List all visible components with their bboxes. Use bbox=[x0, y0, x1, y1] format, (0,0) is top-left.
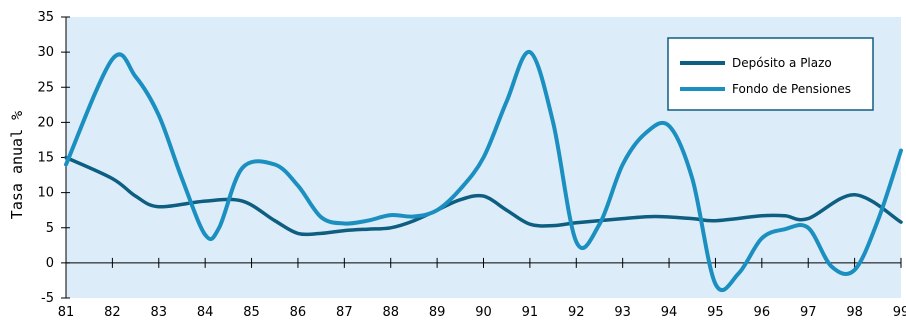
x-tick-label: 81 bbox=[58, 305, 75, 320]
y-tick-label: 25 bbox=[37, 80, 54, 95]
x-tick-label: 89 bbox=[429, 305, 446, 320]
x-tick-label: 99 bbox=[893, 305, 906, 320]
axes: 35 30 25 20 15 10 5 0 -5 81 82 83 84 85 86 87 88 89 90 91 92… bbox=[37, 10, 906, 320]
legend-label-fondo: Fondo de Pensiones bbox=[732, 82, 851, 96]
x-tick-label: 85 bbox=[243, 305, 260, 320]
x-tick-label: 87 bbox=[336, 305, 353, 320]
x-tick-label: 98 bbox=[846, 305, 863, 320]
legend: Depósito a Plazo Fondo de Pensiones bbox=[667, 37, 874, 111]
x-tick-label: 95 bbox=[707, 305, 724, 320]
x-tick-label: 90 bbox=[475, 305, 492, 320]
x-tick-label: 84 bbox=[197, 305, 214, 320]
y-axis-label: Tasa anual % bbox=[8, 111, 26, 219]
y-tick-label: 20 bbox=[37, 115, 54, 130]
y-tick-label: 15 bbox=[37, 151, 54, 166]
y-tick-label: -5 bbox=[41, 291, 54, 306]
x-tick-label: 83 bbox=[151, 305, 168, 320]
x-tick-label: 97 bbox=[800, 305, 817, 320]
x-tick-label: 82 bbox=[104, 305, 121, 320]
y-tick-label: 0 bbox=[46, 256, 54, 271]
series-line-fondo bbox=[64, 50, 903, 293]
x-tick-label: 92 bbox=[568, 305, 585, 320]
y-tick-label: 35 bbox=[37, 10, 54, 25]
x-tick-label: 88 bbox=[382, 305, 399, 320]
x-tick-label: 94 bbox=[661, 305, 678, 320]
x-tick-label: 91 bbox=[522, 305, 539, 320]
y-tick-label: 5 bbox=[46, 221, 54, 236]
y-tick-label: 10 bbox=[37, 186, 54, 201]
series-layer bbox=[64, 50, 903, 293]
x-tick-label: 86 bbox=[290, 305, 307, 320]
legend-box bbox=[667, 37, 874, 111]
y-tick-label: 30 bbox=[37, 45, 54, 60]
x-tick-label: 96 bbox=[754, 305, 771, 320]
x-tick-label: 93 bbox=[614, 305, 631, 320]
legend-label-deposito: Depósito a Plazo bbox=[732, 56, 832, 70]
series-line-deposito bbox=[64, 155, 903, 237]
